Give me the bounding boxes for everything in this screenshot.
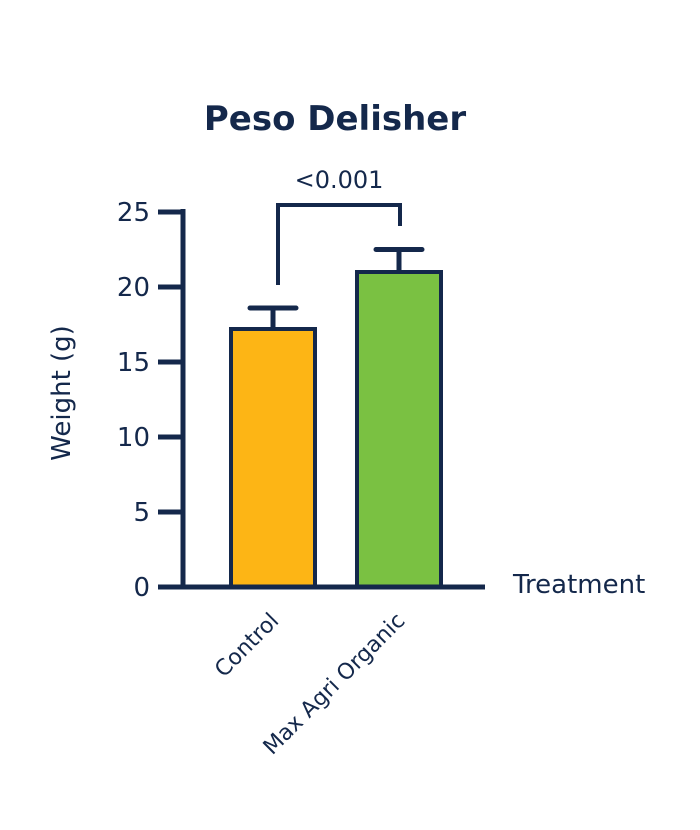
significance-label: <0.001 [295,166,384,194]
y-axis-label: Weight (g) [47,325,77,461]
y-tick-label-15: 15 [117,348,150,378]
y-tick-label-10: 10 [117,423,150,453]
bar-1 [229,327,317,589]
y-tick-label-20: 20 [117,273,150,303]
y-tick-label-25: 25 [117,198,150,228]
x-category-label-1: Control [210,609,284,683]
bar-2 [355,270,443,589]
x-axis-label: Treatment [512,570,645,600]
x-category-label-2: Max Agri Organic [259,609,410,760]
y-tick-label-0: 0 [133,573,150,603]
significance-bracket [276,203,402,285]
y-tick-label-5: 5 [133,498,150,528]
chart-title: Peso Delisher [204,99,467,139]
